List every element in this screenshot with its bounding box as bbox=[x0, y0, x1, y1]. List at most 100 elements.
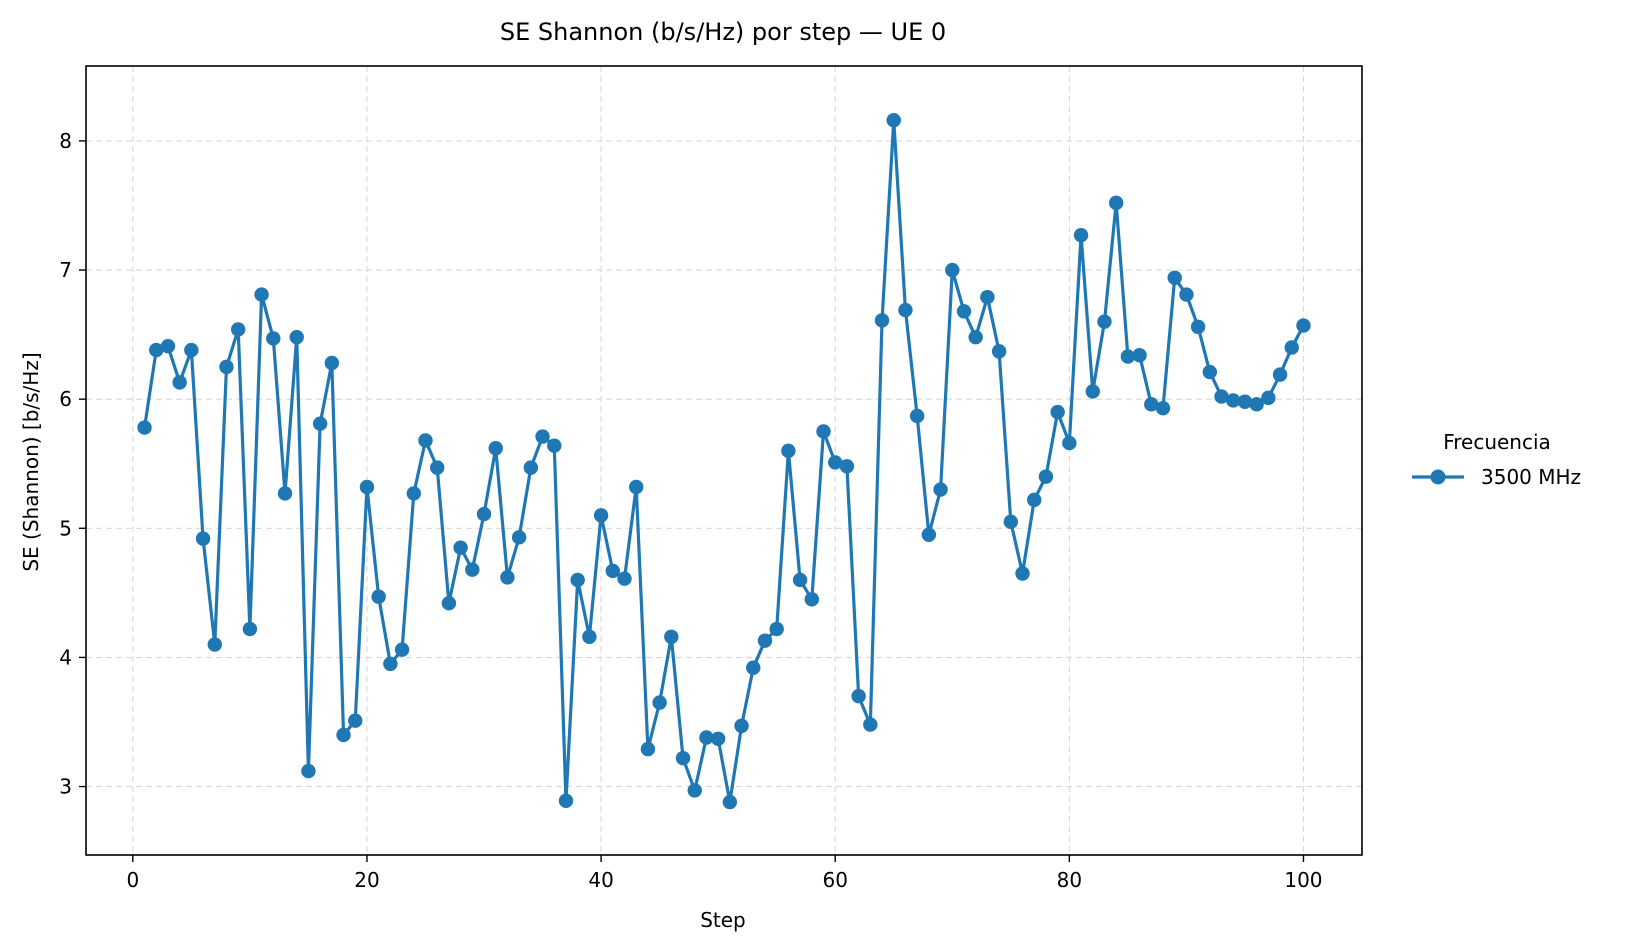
y-tick-label: 3 bbox=[59, 775, 72, 799]
data-point bbox=[839, 459, 855, 474]
data-point bbox=[851, 688, 866, 704]
data-point bbox=[699, 730, 714, 745]
x-tick-label: 20 bbox=[354, 868, 379, 892]
y-tick-label: 7 bbox=[59, 258, 72, 282]
data-point bbox=[816, 424, 831, 439]
y-tick-label: 4 bbox=[59, 645, 72, 669]
data-point bbox=[1085, 384, 1100, 399]
data-point bbox=[312, 416, 328, 431]
x-tick-label: 40 bbox=[588, 868, 613, 892]
data-point bbox=[465, 562, 480, 577]
data-point bbox=[149, 342, 164, 358]
data-point bbox=[558, 793, 574, 808]
data-point bbox=[301, 763, 316, 779]
data-point bbox=[781, 443, 796, 459]
legend-title: Frecuencia bbox=[1443, 430, 1551, 454]
data-point bbox=[874, 313, 890, 328]
y-tick-label: 5 bbox=[59, 516, 72, 540]
data-point bbox=[511, 530, 527, 545]
data-point bbox=[137, 420, 152, 435]
data-point bbox=[1144, 397, 1159, 412]
x-tick-label: 100 bbox=[1284, 868, 1322, 892]
data-point bbox=[991, 344, 1007, 359]
chart-title: SE Shannon (b/s/Hz) por step — UE 0 bbox=[500, 18, 946, 46]
data-point bbox=[593, 508, 609, 523]
data-point bbox=[547, 438, 562, 453]
data-point bbox=[722, 794, 738, 810]
data-point bbox=[1015, 566, 1030, 581]
data-point bbox=[1073, 227, 1089, 243]
data-point bbox=[640, 741, 656, 757]
data-point bbox=[1214, 389, 1229, 404]
data-point bbox=[933, 482, 948, 497]
data-point bbox=[1003, 514, 1019, 530]
data-point bbox=[792, 572, 808, 588]
data-point bbox=[1120, 349, 1136, 364]
data-point bbox=[195, 531, 211, 546]
data-point bbox=[804, 592, 819, 607]
data-point bbox=[488, 441, 503, 456]
data-point bbox=[277, 486, 293, 501]
data-point bbox=[1296, 318, 1311, 333]
series-layer bbox=[137, 113, 1311, 810]
data-point bbox=[828, 455, 843, 470]
data-point bbox=[1202, 364, 1218, 380]
data-point bbox=[1261, 390, 1276, 406]
data-point bbox=[219, 359, 234, 375]
data-point bbox=[945, 262, 960, 278]
data-point bbox=[1237, 394, 1253, 409]
data-point bbox=[1272, 367, 1288, 382]
data-point bbox=[769, 621, 784, 637]
data-point bbox=[1179, 287, 1194, 302]
data-point bbox=[207, 637, 222, 652]
x-tick-label: 60 bbox=[822, 868, 847, 892]
data-point bbox=[1050, 404, 1065, 420]
data-point bbox=[371, 589, 386, 604]
data-point bbox=[441, 595, 457, 611]
data-point bbox=[1132, 348, 1147, 363]
legend-entry-label: 3500 MHz bbox=[1481, 465, 1581, 489]
data-point bbox=[757, 633, 773, 648]
data-point bbox=[968, 329, 983, 345]
data-point bbox=[289, 329, 304, 345]
data-point bbox=[429, 460, 445, 475]
data-point bbox=[406, 486, 421, 501]
data-point bbox=[1226, 393, 1241, 408]
data-point bbox=[582, 629, 597, 644]
data-point bbox=[1284, 340, 1299, 355]
data-point bbox=[605, 563, 620, 579]
data-point bbox=[1108, 195, 1124, 211]
data-point bbox=[418, 433, 433, 448]
data-point bbox=[664, 629, 679, 644]
data-point bbox=[886, 113, 901, 128]
data-point bbox=[617, 571, 632, 586]
data-point bbox=[383, 656, 398, 672]
data-point bbox=[956, 304, 972, 319]
data-point bbox=[348, 713, 363, 728]
data-point bbox=[1249, 397, 1264, 412]
data-point bbox=[230, 322, 246, 337]
data-point bbox=[675, 750, 691, 766]
data-point bbox=[254, 287, 269, 302]
data-point bbox=[898, 302, 913, 318]
data-point bbox=[652, 695, 667, 710]
data-point bbox=[160, 339, 176, 354]
legend: Frecuencia 3500 MHz bbox=[1412, 430, 1581, 489]
x-tick-label: 80 bbox=[1057, 868, 1082, 892]
legend-marker-swatch bbox=[1430, 469, 1446, 485]
data-point bbox=[523, 460, 539, 475]
data-point bbox=[570, 572, 585, 588]
data-point bbox=[1027, 492, 1042, 508]
data-point bbox=[1190, 319, 1206, 335]
plot-area-frame bbox=[85, 65, 1363, 856]
data-point bbox=[629, 479, 644, 495]
data-point bbox=[500, 570, 515, 585]
data-point bbox=[980, 289, 995, 305]
x-tick-label: 0 bbox=[126, 868, 139, 892]
y-axis-label: SE (Shannon) [b/s/Hz] bbox=[19, 352, 43, 571]
data-point bbox=[687, 783, 702, 798]
data-point bbox=[172, 375, 187, 390]
data-point bbox=[746, 660, 761, 675]
data-point bbox=[476, 506, 492, 522]
